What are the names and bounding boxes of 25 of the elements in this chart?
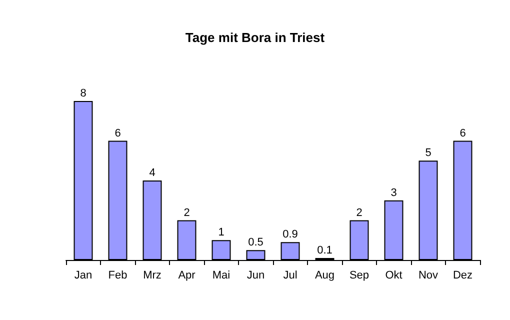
- data-label: 0.5: [248, 236, 264, 249]
- data-label: 2: [356, 206, 362, 219]
- x-tick-label: Feb: [108, 270, 128, 282]
- data-label: 3: [390, 186, 397, 199]
- data-label: 1: [218, 226, 224, 239]
- data-label: 4: [149, 167, 156, 179]
- chart-title: Tage mit Bora in Triest: [185, 30, 326, 45]
- data-label: 6: [460, 127, 466, 140]
- x-tick-label: Jun: [246, 270, 265, 282]
- x-tick-label: Apr: [178, 270, 196, 282]
- x-tick-label: Dez: [452, 270, 473, 282]
- x-tick-label: Mai: [212, 270, 230, 282]
- x-tick-label: Jan: [74, 270, 92, 282]
- x-tick-label: Sep: [349, 270, 370, 282]
- data-label: 2: [184, 206, 190, 219]
- x-tick-label: Okt: [385, 270, 402, 282]
- x-tick-label: Mrz: [143, 270, 162, 282]
- data-label: 8: [80, 88, 86, 100]
- data-label: 6: [114, 127, 121, 140]
- data-label: 0.1: [317, 244, 332, 257]
- x-tick-label: Nov: [418, 270, 439, 282]
- data-label: 0.9: [282, 228, 298, 241]
- data-label: 5: [425, 147, 432, 160]
- x-tick-label: Aug: [314, 270, 335, 282]
- x-tick-label: Jul: [283, 270, 298, 282]
